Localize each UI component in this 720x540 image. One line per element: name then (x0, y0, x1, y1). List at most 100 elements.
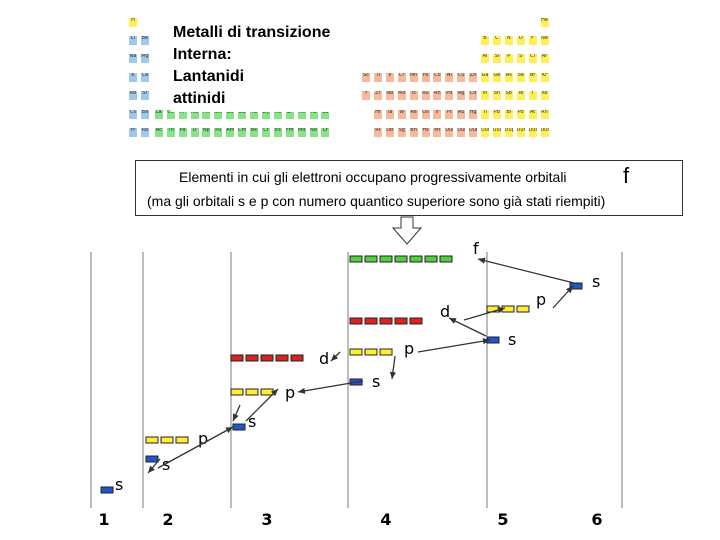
element-cell: Mn (408, 72, 419, 83)
shell-number: 4 (380, 510, 391, 529)
element-cell: Md (296, 127, 307, 138)
element-cell: La (153, 109, 164, 120)
s-orbital-label: s (592, 272, 600, 291)
filling-order-arrow (147, 458, 161, 474)
p-orbital-box (175, 436, 189, 444)
p-orbital-box (145, 436, 159, 444)
element-cell: Pd (444, 90, 455, 101)
element-cell: Tc (408, 90, 419, 101)
element-cell: Pu (213, 127, 224, 138)
f-orbital-box (349, 255, 363, 263)
filling-order-arrow (157, 426, 234, 469)
element-cell: O (515, 35, 526, 46)
pointer-arrow (391, 216, 423, 245)
element-cell: Uup (503, 127, 514, 138)
f-orbital-box (409, 255, 423, 263)
d-orbital-box (290, 354, 304, 362)
s-orbital-label: s (372, 372, 380, 391)
f-orbital-box (439, 255, 453, 263)
element-cell: Po (515, 109, 526, 120)
element-cell: Uus (527, 127, 538, 138)
s-orbital-label: s (115, 475, 123, 494)
element-cell: Xe (539, 90, 550, 101)
shell-number: 6 (591, 510, 602, 529)
element-cell: Tl (480, 109, 490, 120)
element-cell: Ra (139, 127, 150, 138)
element-cell: Be (139, 35, 150, 46)
element-cell: Uub (468, 127, 479, 138)
element-cell: K (128, 72, 138, 83)
element-cell: Se (515, 72, 526, 83)
element-cell: Fm (284, 127, 295, 138)
element-cell: Re (408, 109, 419, 120)
filling-order-arrow (330, 351, 341, 362)
element-cell: Bk (249, 127, 259, 138)
element-cell: Hs (420, 127, 431, 138)
element-cell: Hf (372, 109, 383, 120)
element-cell: Rf (372, 127, 383, 138)
filling-order-arrow (552, 285, 574, 309)
d-orbital-box (349, 317, 363, 325)
element-cell: Uut (480, 127, 490, 138)
title-line: attinidi (173, 90, 226, 107)
p-orbital-box (260, 388, 274, 396)
p-orbital-box (245, 388, 259, 396)
element-cell: Cs (128, 109, 138, 120)
filling-order-arrow (417, 338, 491, 353)
f-orbital-box (379, 255, 393, 263)
element-cell: Lr (320, 127, 331, 138)
f-orbital-box (424, 255, 438, 263)
element-cell: N (503, 35, 514, 46)
filling-order-arrow (448, 317, 487, 337)
p-orbital-label: p (536, 290, 546, 309)
element-cell: P (503, 53, 514, 64)
element-cell: Cf (260, 127, 271, 138)
slide-title: Metalli di transizione Interna: Lantanid… (171, 22, 335, 112)
element-cell: I (527, 90, 538, 101)
element-cell: Br (527, 72, 538, 83)
element-cell: Ta (384, 109, 395, 120)
element-cell: Ru (420, 90, 431, 101)
element-cell: U (189, 127, 200, 138)
element-cell: Uuq (491, 127, 502, 138)
element-cell: Pb (491, 109, 502, 120)
f-orbital-box (364, 255, 378, 263)
p-orbital-box (349, 348, 363, 356)
element-cell: Cd (468, 90, 479, 101)
shell-number: 3 (261, 510, 272, 529)
element-cell: Ba (139, 109, 150, 120)
element-cell: Mo (396, 90, 407, 101)
element-cell: Te (515, 90, 526, 101)
element-cell: Ac (153, 127, 164, 138)
element-cell: Uuu (456, 127, 467, 138)
callout-text-line1: Elementi in cui gli elettroni occupano p… (179, 169, 567, 185)
p-orbital-box (516, 305, 530, 313)
element-cell: He (539, 17, 550, 28)
element-cell: Na (128, 53, 138, 64)
element-cell: F (527, 35, 538, 46)
element-cell: Ga (480, 72, 490, 83)
element-cell: Bh (408, 127, 419, 138)
element-cell: Ne (539, 35, 550, 46)
shell-number: 1 (98, 510, 109, 529)
element-cell: Cl (527, 53, 538, 64)
element-cell: Db (384, 127, 395, 138)
shell-number: 2 (162, 510, 173, 529)
p-orbital-label: p (404, 339, 414, 358)
element-cell: Uuh (515, 127, 526, 138)
element-cell: Th (165, 127, 176, 138)
p-orbital-box (160, 436, 174, 444)
d-orbital-box (364, 317, 378, 325)
shell-number: 5 (497, 510, 508, 529)
filling-order-arrow (245, 388, 279, 422)
element-cell: At (527, 109, 538, 120)
s-orbital-box (100, 486, 114, 494)
element-cell: Am (225, 127, 236, 138)
p-orbital-label: p (285, 383, 295, 402)
element-cell: Os (420, 109, 431, 120)
element-cell: Cm (237, 127, 248, 138)
element-cell: Bi (503, 109, 514, 120)
s-orbital-box (145, 455, 159, 463)
element-cell: H (128, 17, 138, 28)
element-cell: V (384, 72, 395, 83)
